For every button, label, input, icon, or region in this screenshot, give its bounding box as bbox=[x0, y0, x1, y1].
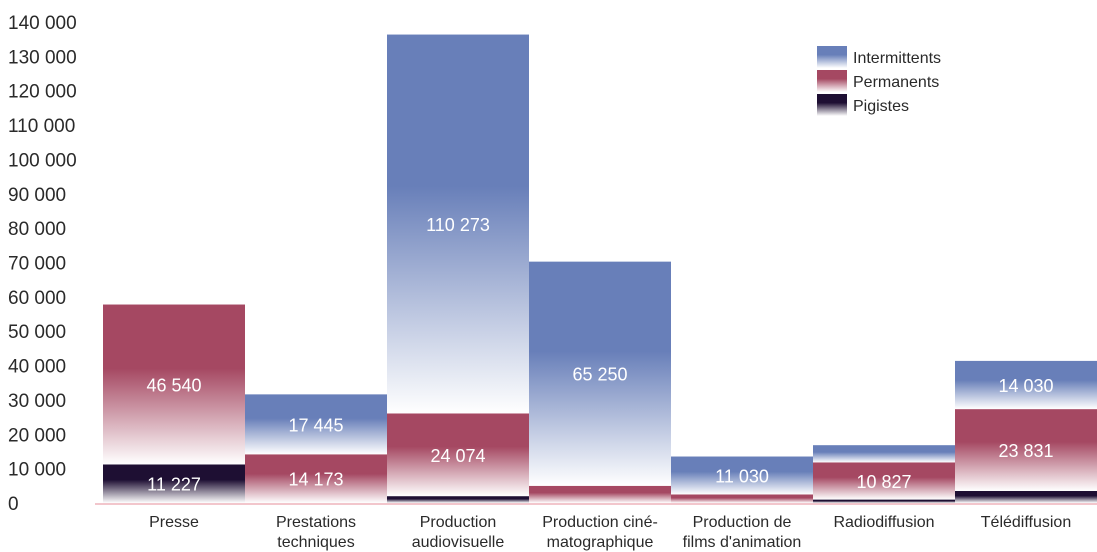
legend-label: Intermittents bbox=[853, 50, 941, 67]
bars: 11 227 46 540 14 173 17 445 24 074 110 273 65 … bbox=[103, 34, 1097, 503]
bar-segment-intermittents bbox=[813, 445, 955, 463]
legend-swatch bbox=[817, 46, 847, 68]
data-label: 11 030 bbox=[715, 466, 769, 486]
x-tick-label: Production ciné-matographique bbox=[542, 514, 658, 551]
bar-segment-permanents bbox=[245, 454, 387, 503]
bar-segment-intermittents bbox=[387, 34, 529, 414]
legend-swatch bbox=[817, 94, 847, 116]
bar-segment-intermittents bbox=[671, 456, 813, 495]
y-tick-label: 110 000 bbox=[8, 116, 75, 137]
y-axis: 0 10 000 20 000 30 000 40 000 50 000 60 000 70 … bbox=[8, 13, 77, 515]
bar-segment-permanents bbox=[671, 494, 813, 503]
y-tick-label: 100 000 bbox=[8, 150, 77, 171]
y-tick-label: 20 000 bbox=[8, 425, 66, 446]
x-tick-label: Télédiffusion bbox=[981, 514, 1071, 531]
y-tick-label: 10 000 bbox=[8, 460, 66, 481]
x-tick-label: Production de films d'animation bbox=[683, 514, 802, 551]
data-label: 11 227 bbox=[147, 475, 201, 495]
bar-segment-intermittents bbox=[529, 261, 671, 486]
legend-label: Pigistes bbox=[853, 98, 909, 115]
data-label: 46 540 bbox=[146, 375, 201, 395]
y-tick-label: 130 000 bbox=[8, 47, 77, 68]
bar-segment-intermittents bbox=[955, 360, 1097, 410]
bar-segment-permanents bbox=[529, 485, 671, 503]
bar-segment-pigistes bbox=[103, 464, 245, 503]
bar-segment-permanents bbox=[813, 462, 955, 500]
legend: Intermittents Permanents Pigistes bbox=[817, 46, 941, 116]
y-tick-label: 90 000 bbox=[8, 185, 66, 206]
bar-segment-intermittents bbox=[245, 394, 387, 455]
data-label: 24 074 bbox=[430, 446, 485, 466]
data-label: 17 445 bbox=[288, 415, 343, 435]
bar-segment-permanents bbox=[955, 409, 1097, 491]
legend-label: Permanents bbox=[853, 74, 939, 91]
x-axis: Presse Prestations techniques Production aud… bbox=[149, 514, 1071, 551]
data-label: 65 250 bbox=[572, 365, 627, 385]
x-tick-label: Radiodiffusion bbox=[833, 514, 934, 531]
bar-segment-permanents bbox=[103, 304, 245, 465]
data-label: 110 273 bbox=[426, 215, 490, 235]
y-tick-label: 120 000 bbox=[8, 82, 77, 103]
bar-segment-pigistes bbox=[955, 490, 1097, 503]
y-tick-label: 80 000 bbox=[8, 219, 66, 240]
x-tick-label: Prestations techniques bbox=[276, 514, 356, 551]
x-tick-label: Production audiovisuelle bbox=[412, 514, 505, 551]
y-tick-label: 70 000 bbox=[8, 254, 66, 275]
data-label: 14 030 bbox=[998, 376, 1053, 396]
data-label: 10 827 bbox=[856, 472, 911, 492]
y-tick-label: 40 000 bbox=[8, 357, 66, 378]
y-tick-label: 30 000 bbox=[8, 391, 66, 412]
bar-segment-permanents bbox=[387, 413, 529, 497]
bar-segment-pigistes bbox=[387, 496, 529, 503]
bar-segment-pigistes bbox=[813, 499, 955, 503]
y-tick-label: 140 000 bbox=[8, 13, 77, 34]
data-label: 14 173 bbox=[288, 470, 343, 490]
y-tick-label: 0 bbox=[8, 494, 19, 515]
y-tick-label: 50 000 bbox=[8, 322, 66, 343]
y-tick-label: 60 000 bbox=[8, 288, 66, 309]
x-tick-label: Presse bbox=[149, 514, 199, 531]
data-label: 23 831 bbox=[998, 441, 1053, 461]
legend-swatch bbox=[817, 70, 847, 92]
